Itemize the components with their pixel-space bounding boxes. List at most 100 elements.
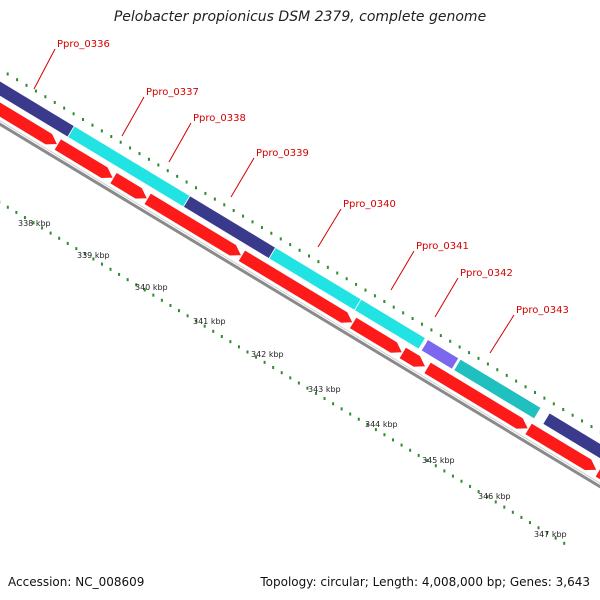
tick-mark (511, 510, 514, 514)
tick-mark (314, 391, 317, 395)
tick-mark (204, 191, 207, 195)
tick-mark (364, 288, 367, 292)
gene-leader-line (390, 250, 415, 291)
tick-mark (563, 541, 566, 545)
tick-mark (289, 376, 292, 380)
map-title: Pelobacter propionicus DSM 2379, complet… (113, 9, 487, 25)
tick-mark (6, 205, 9, 209)
reverse-gene-arrow (524, 422, 598, 471)
tick-mark (178, 309, 181, 313)
accession-text: Accession: NC_008609 (8, 575, 145, 589)
tick-mark (185, 180, 188, 184)
tick-mark (520, 515, 523, 519)
tick-mark (160, 298, 163, 302)
tick-mark (152, 293, 155, 297)
tick-mark (417, 453, 420, 457)
tick-mark (91, 123, 94, 127)
tick-mark (34, 89, 37, 93)
tick-mark (439, 334, 442, 338)
tick-mark (263, 360, 266, 364)
tick-mark (242, 214, 245, 218)
tick-mark (143, 288, 146, 292)
tick-mark (186, 314, 189, 318)
gene-label-ppro_0341: Ppro_0341 (416, 241, 469, 252)
gene-callouts: Ppro_0336 Ppro_0337 Ppro_0338 Ppro_0339 Ppro… (33, 39, 569, 354)
tick-mark (298, 248, 301, 252)
tick-mark (402, 311, 405, 315)
tick-mark (213, 197, 216, 201)
tick-mark (494, 500, 497, 504)
gene-leader-line (168, 122, 192, 163)
gene-leader-line (230, 157, 255, 198)
gene-label-ppro_0337: Ppro_0337 (146, 87, 199, 98)
tick-mark (581, 419, 584, 423)
reverse-gene-arrow (398, 346, 427, 368)
tick-mark (345, 277, 348, 281)
tick-mark (109, 267, 112, 271)
gene-leader-line (121, 96, 145, 137)
tick-mark (323, 397, 326, 401)
reverse-gene-arrow (237, 249, 354, 324)
tick-mark (92, 257, 95, 261)
gene-label-ppro_0338: Ppro_0338 (193, 113, 246, 124)
tick-mark (537, 526, 540, 530)
tick-mark (486, 362, 489, 366)
tick-mark (306, 386, 309, 390)
tick-mark (366, 422, 369, 426)
kbp-label: 342 kbp (251, 350, 284, 359)
gene-label-ppro_0336: Ppro_0336 (57, 39, 110, 50)
tick-mark (571, 413, 574, 417)
gene-leader-line (434, 277, 459, 318)
tick-mark (83, 252, 86, 256)
tick-mark (118, 272, 121, 276)
tick-mark (135, 283, 138, 287)
reverse-gene-arrow (109, 171, 149, 200)
kbp-label: 339 kbp (77, 251, 110, 260)
tick-mark (212, 329, 215, 333)
tick-mark (129, 146, 132, 150)
tick-mark (279, 237, 282, 241)
tick-mark (411, 317, 414, 321)
tick-mark (16, 78, 19, 82)
tick-mark (41, 226, 44, 230)
gene-label-ppro_0343: Ppro_0343 (516, 305, 569, 316)
tick-mark (272, 366, 275, 370)
tick-mark (451, 474, 454, 478)
tick-mark (195, 319, 198, 323)
tick-mark (251, 220, 254, 224)
tick-mark (166, 169, 169, 173)
forward-gene-block (420, 338, 460, 370)
tick-mark (458, 345, 461, 349)
tick-mark (229, 340, 232, 344)
tick-mark (6, 72, 9, 76)
kbp-label: 345 kbp (422, 456, 455, 465)
reverse-gene-arrow (53, 138, 114, 179)
kbp-labels: 338 kbp 339 kbp 340 kbp 341 kbp 342 kbp 343 k… (18, 219, 567, 539)
tick-mark (533, 390, 536, 394)
tick-mark (383, 299, 386, 303)
tick-mark (169, 303, 172, 307)
kbp-label: 347 kbp (534, 530, 567, 539)
tick-mark (147, 157, 150, 161)
tick-mark (232, 208, 235, 212)
kbp-label: 346 kbp (478, 492, 511, 501)
tick-mark (434, 464, 437, 468)
tick-mark (25, 83, 28, 87)
tick-mark (469, 484, 472, 488)
tick-mark (590, 425, 593, 429)
gene-features (0, 80, 600, 481)
gene-leader-line (317, 208, 342, 248)
reverse-gene-arrow (348, 316, 404, 354)
tick-mark (430, 328, 433, 332)
tick-mark (23, 216, 26, 220)
tick-mark (100, 262, 103, 266)
backbone-track (0, 120, 600, 489)
genome-backbone-line (0, 122, 600, 489)
gene-leader-line (489, 314, 515, 354)
tick-mark (63, 106, 66, 110)
tick-mark (203, 324, 206, 328)
tick-mark (543, 396, 546, 400)
tick-mark (255, 355, 258, 359)
tick-mark (355, 282, 358, 286)
